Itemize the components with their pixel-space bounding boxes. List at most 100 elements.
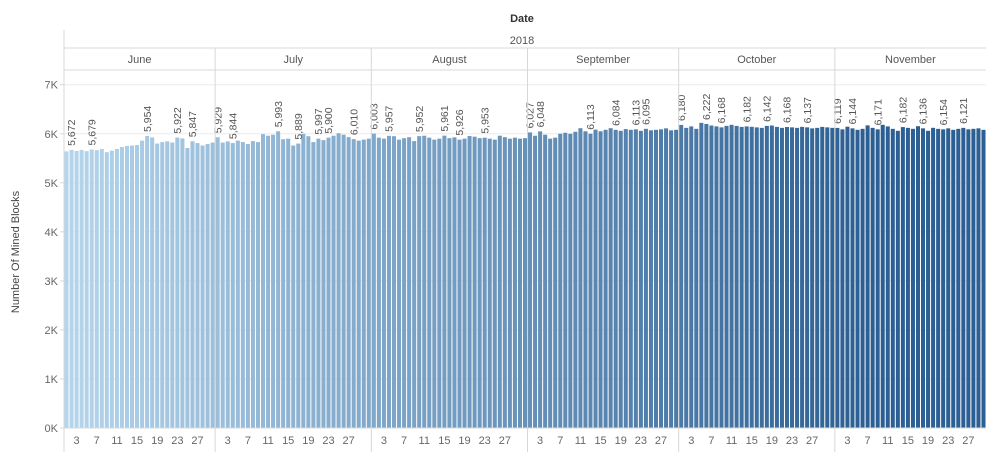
bar	[361, 139, 366, 428]
bar	[573, 131, 578, 428]
bar	[356, 140, 361, 428]
y-tick-label: 0K	[45, 423, 59, 435]
x-tick-label: 3	[688, 435, 694, 447]
bar	[734, 125, 739, 428]
bar	[442, 135, 447, 429]
bar	[230, 143, 235, 428]
bar	[69, 149, 74, 428]
data-label: 6,095	[641, 98, 653, 124]
x-tick-label: 15	[282, 435, 294, 447]
bar	[412, 141, 417, 428]
bar	[250, 141, 255, 428]
bar	[104, 152, 109, 428]
bar	[260, 134, 266, 428]
x-tick-label: 19	[302, 435, 314, 447]
bar	[452, 137, 457, 429]
bar	[286, 138, 291, 428]
bar	[588, 133, 593, 428]
bar	[482, 137, 487, 429]
data-label: 6,144	[847, 98, 859, 124]
x-tick-label: 11	[111, 435, 122, 447]
bar	[674, 129, 679, 428]
y-tick-label: 7K	[45, 80, 59, 92]
data-label: 6,048	[535, 101, 547, 127]
month-header-october: October	[737, 54, 776, 66]
bar	[840, 129, 845, 428]
y-tick-label: 3K	[45, 276, 59, 288]
bar	[719, 127, 724, 428]
bar	[391, 136, 397, 428]
bar	[321, 140, 326, 428]
bar	[160, 142, 165, 429]
bar	[810, 128, 815, 429]
bar	[669, 130, 674, 428]
x-tick-label: 19	[151, 435, 163, 447]
bar	[417, 136, 422, 428]
bar	[326, 137, 331, 429]
bar	[190, 141, 195, 428]
bar	[170, 142, 175, 429]
bar	[316, 138, 321, 428]
bar	[850, 128, 855, 429]
bar	[699, 122, 704, 428]
x-tick-label: 7	[708, 435, 714, 447]
x-tick-label: 15	[902, 435, 914, 447]
bar	[548, 138, 553, 428]
bar	[276, 131, 281, 428]
data-label: 5,922	[172, 107, 184, 133]
bar	[598, 131, 603, 428]
bar	[407, 137, 412, 429]
y-tick-label: 6K	[45, 129, 59, 141]
bar	[618, 130, 623, 428]
bar	[976, 128, 981, 429]
bar	[543, 134, 548, 428]
data-label: 6,154	[938, 99, 950, 125]
bar	[64, 151, 69, 429]
bar	[225, 141, 230, 428]
bar	[563, 132, 568, 429]
bar	[558, 133, 563, 428]
x-tick-label: 19	[922, 435, 934, 447]
bar	[825, 127, 830, 428]
bar	[779, 127, 784, 428]
x-tick-label: 3	[74, 435, 80, 447]
bar	[487, 138, 492, 428]
bar	[553, 137, 558, 429]
bar	[744, 126, 749, 428]
bar	[910, 128, 915, 429]
bar	[714, 126, 719, 428]
x-tick-label: 15	[131, 435, 143, 447]
bar	[568, 133, 573, 428]
bar	[140, 140, 145, 428]
bar	[150, 137, 155, 428]
bar	[956, 128, 961, 429]
data-label: 6,137	[802, 97, 814, 123]
x-tick-label: 27	[499, 435, 511, 447]
bar	[805, 127, 810, 428]
x-tick-label: 27	[343, 435, 355, 447]
bar	[784, 127, 790, 429]
month-header-july: July	[283, 54, 303, 66]
bar	[865, 125, 870, 428]
bar	[895, 130, 900, 428]
data-label: 6,113	[631, 100, 643, 126]
x-tick-label: 11	[575, 435, 586, 447]
bar	[341, 134, 346, 428]
bar	[855, 129, 860, 428]
data-label: 6,084	[610, 99, 622, 125]
data-label: 5,997	[313, 108, 325, 134]
bar	[774, 126, 779, 429]
bar	[664, 128, 669, 429]
x-tick-label: 7	[245, 435, 251, 447]
bar	[885, 126, 890, 428]
bar	[462, 138, 467, 428]
x-tick-label: 15	[438, 435, 450, 447]
bar	[739, 126, 744, 429]
bar	[336, 133, 341, 429]
bar	[694, 128, 699, 429]
bar	[210, 142, 215, 429]
data-label: 6,168	[716, 97, 728, 123]
bar	[800, 126, 805, 429]
bar	[240, 142, 245, 429]
bar	[311, 142, 316, 429]
